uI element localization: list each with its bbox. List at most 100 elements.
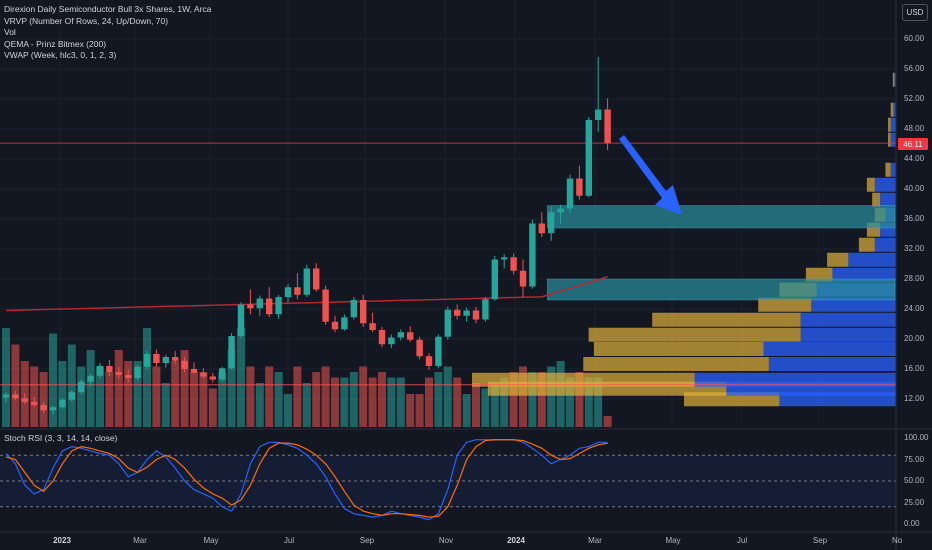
volume-profile-down bbox=[890, 132, 896, 147]
volume-bar bbox=[594, 377, 603, 427]
candle bbox=[219, 366, 226, 382]
candle-body bbox=[463, 310, 470, 316]
volume-bar bbox=[425, 377, 433, 427]
indicator-qema[interactable]: QEMA - Prinz Bitmex (200) bbox=[4, 38, 107, 49]
candle-body bbox=[416, 339, 423, 357]
candle-body bbox=[181, 360, 188, 369]
candle bbox=[143, 351, 151, 369]
stoch-rsi-pane[interactable] bbox=[0, 430, 896, 532]
volume-bar bbox=[453, 377, 462, 427]
candle bbox=[31, 396, 38, 408]
candle-body bbox=[12, 394, 19, 399]
candle-body bbox=[190, 369, 198, 373]
candle bbox=[454, 304, 461, 320]
indicator-vol[interactable]: Vol bbox=[4, 27, 16, 37]
candle bbox=[59, 398, 66, 409]
volume-bar bbox=[481, 388, 490, 427]
currency-button[interactable]: USD bbox=[902, 4, 928, 21]
volume-profile-down bbox=[874, 237, 896, 252]
candle bbox=[595, 57, 602, 132]
symbol-title[interactable]: Direxion Daily Semiconductor Bull 3x Sha… bbox=[4, 4, 212, 14]
volume-bars bbox=[2, 328, 612, 427]
volume-bar bbox=[509, 372, 518, 427]
candle-body bbox=[548, 212, 555, 234]
candle-body bbox=[576, 178, 583, 196]
volume-bar bbox=[2, 328, 10, 427]
price-pane[interactable] bbox=[0, 0, 896, 428]
candle-body bbox=[360, 300, 367, 324]
candle-body bbox=[294, 287, 301, 295]
candle bbox=[407, 326, 414, 342]
volume-profile-down bbox=[694, 372, 896, 387]
candle-body bbox=[125, 375, 132, 378]
price-tick-label: 44.00 bbox=[904, 154, 925, 163]
candle-body bbox=[585, 120, 592, 196]
volume-bar bbox=[284, 394, 292, 427]
candle bbox=[78, 379, 85, 395]
candle-body bbox=[96, 366, 104, 376]
volume-bar bbox=[105, 372, 114, 427]
volume-bar bbox=[378, 372, 386, 427]
candle-body bbox=[397, 332, 404, 338]
current-price-label: 46.11 bbox=[898, 138, 928, 150]
time-tick-label: Nov bbox=[438, 536, 454, 545]
price-tick-label: 48.00 bbox=[904, 124, 925, 133]
stoch-rsi-chart[interactable] bbox=[0, 430, 896, 532]
candle bbox=[275, 294, 282, 319]
volume-bar bbox=[39, 372, 48, 427]
candle-body bbox=[2, 394, 10, 398]
candle bbox=[435, 334, 442, 369]
price-tick-label: 52.00 bbox=[904, 94, 925, 103]
candle bbox=[115, 366, 122, 379]
candle-body bbox=[106, 366, 113, 372]
price-tick-label: 24.00 bbox=[904, 304, 925, 313]
volume-bar bbox=[312, 372, 321, 427]
volume-bar bbox=[566, 377, 574, 427]
stoch-rsi-legend[interactable]: Stoch RSI (3, 3, 14, 14, close) bbox=[4, 433, 118, 443]
volume-profile-up bbox=[885, 162, 891, 177]
candle bbox=[106, 360, 113, 376]
chart-legend: Direxion Daily Semiconductor Bull 3x Sha… bbox=[4, 4, 211, 62]
support-zone bbox=[546, 278, 896, 301]
volume-bar bbox=[11, 344, 20, 427]
candles bbox=[2, 57, 611, 415]
volume-profile-down bbox=[890, 117, 896, 132]
candle-body bbox=[331, 321, 339, 330]
time-tick-label: May bbox=[203, 536, 219, 545]
candle bbox=[313, 263, 320, 292]
candle-body bbox=[313, 268, 320, 290]
volume-profile-down bbox=[800, 327, 896, 342]
indicator-vwap[interactable]: VWAP (Week, hlc3, 0, 1, 2, 3) bbox=[4, 50, 117, 60]
volume-bar bbox=[387, 377, 396, 427]
candle-body bbox=[501, 257, 508, 260]
volume-bar bbox=[171, 361, 180, 427]
candle-body bbox=[519, 270, 527, 287]
candle-body bbox=[454, 309, 461, 316]
indicator-vrvp[interactable]: VRVP (Number Of Rows, 24, Up/Down, 70) bbox=[4, 15, 169, 26]
candle bbox=[491, 255, 498, 301]
candle bbox=[350, 297, 357, 320]
price-chart[interactable] bbox=[0, 0, 896, 428]
volume-profile-down bbox=[832, 267, 896, 282]
candle bbox=[501, 254, 508, 269]
price-tick-label: 20.00 bbox=[904, 334, 925, 343]
volume-bar bbox=[368, 377, 377, 427]
rsi-tick-label: 50.00 bbox=[904, 476, 925, 485]
candle-body bbox=[68, 392, 75, 400]
volume-profile-down bbox=[800, 312, 896, 327]
price-tick-label: 12.00 bbox=[904, 394, 925, 403]
time-tick-label: No bbox=[892, 536, 903, 545]
candle-body bbox=[303, 268, 310, 295]
candle bbox=[21, 393, 28, 405]
volume-profile-up bbox=[827, 252, 849, 267]
price-tick-label: 56.00 bbox=[904, 64, 925, 73]
volume-bar bbox=[302, 383, 311, 427]
candle bbox=[134, 364, 141, 381]
volume-profile-up bbox=[588, 327, 801, 342]
candle bbox=[172, 351, 179, 364]
candle-body bbox=[538, 223, 545, 234]
volume-profile-down bbox=[894, 72, 896, 87]
volume-bar bbox=[396, 377, 405, 427]
candle-body bbox=[482, 299, 489, 320]
volume-profile-down bbox=[768, 357, 896, 371]
